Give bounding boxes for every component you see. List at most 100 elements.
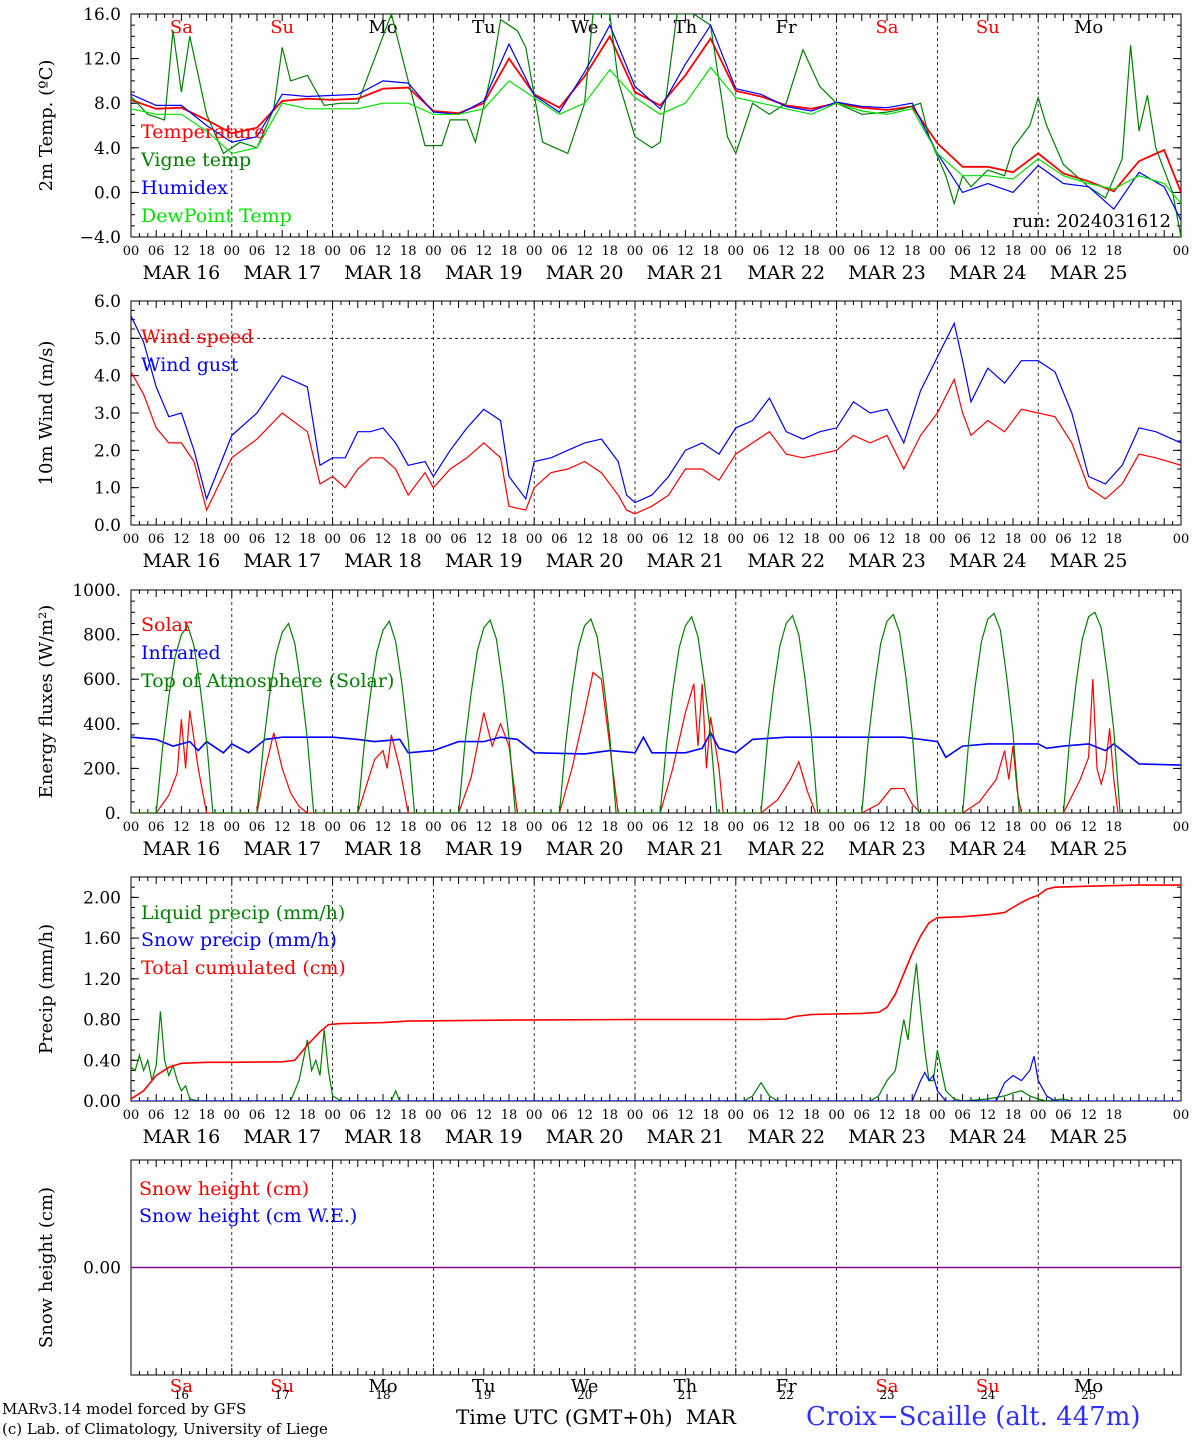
y-tick-label: 200. <box>83 759 121 779</box>
hour-tick-label: 18 <box>803 820 820 835</box>
day-number-label: 20 <box>577 1388 592 1402</box>
x-axis-title: Time UTC (GMT+0h) <box>456 1405 673 1429</box>
hour-tick-label: 12 <box>879 1108 896 1123</box>
hour-tick-label: 12 <box>1080 1108 1097 1123</box>
y-tick-label: 800. <box>83 626 121 646</box>
hour-tick-label: 12 <box>476 244 493 259</box>
day-name-label: Sa <box>875 1376 898 1397</box>
y-tick-label: 3.0 <box>94 404 121 424</box>
day-number-label: 23 <box>879 1388 894 1402</box>
station-name: Croix−Scaille (alt. 447m) <box>806 1402 1141 1432</box>
hour-tick-label: 18 <box>1106 532 1123 547</box>
hour-tick-label: 06 <box>954 244 971 259</box>
hour-tick-label: 18 <box>803 532 820 547</box>
hour-tick-label: 18 <box>299 244 316 259</box>
hour-tick-label: 06 <box>954 532 971 547</box>
legend-entry: Temperature <box>141 121 265 143</box>
y-tick-label: 600. <box>83 670 121 690</box>
hour-tick-label: 00 <box>425 1108 442 1123</box>
date-label: MAR 16 <box>143 550 221 572</box>
hour-tick-label: 00 <box>728 532 745 547</box>
date-label: MAR 25 <box>1050 262 1128 284</box>
y-axis-label: 10m Wind (m/s) <box>36 341 57 486</box>
hour-tick-label: 12 <box>677 532 694 547</box>
hour-tick-label: 00 <box>224 820 241 835</box>
series-line-wind-gust <box>131 315 1181 504</box>
hour-tick-label: 00 <box>526 532 543 547</box>
hour-tick-label: 00 <box>526 244 543 259</box>
hour-tick-label: 06 <box>1055 532 1072 547</box>
y-axis-label: 2m Temp. (ºC) <box>36 60 57 192</box>
hour-tick-label: 18 <box>1106 1108 1123 1123</box>
hour-tick-label: 18 <box>198 244 215 259</box>
hour-tick-label: 00 <box>123 532 140 547</box>
hour-tick-label: 18 <box>400 820 417 835</box>
hour-tick-label: 12 <box>274 244 291 259</box>
temperature-panel: −4.0 0.0 4.0 8.0 12.0 16.0 2m Temp. (ºC) 00 06 12… <box>36 5 1189 284</box>
hour-tick-label: 00 <box>1030 244 1047 259</box>
hour-tick-label: 18 <box>299 532 316 547</box>
hour-tick-label: 12 <box>476 820 493 835</box>
y-tick-label: 0. <box>105 804 121 824</box>
wind-panel: 0.0 1.0 2.0 3.0 4.0 5.0 6.0 10m Wind (m/s) 00 06 1… <box>36 292 1189 572</box>
hour-tick-label: 06 <box>1055 820 1072 835</box>
y-tick-label: 1.0 <box>94 479 121 499</box>
hour-tick-label: 06 <box>652 1108 669 1123</box>
series-line-liquid-precip-mm-h- <box>131 963 1072 1101</box>
hour-tick-label: 18 <box>299 1108 316 1123</box>
hour-tick-label: 12 <box>576 820 593 835</box>
hour-tick-label: 18 <box>602 820 619 835</box>
y-tick-label: 12.0 <box>83 50 121 70</box>
hour-tick-label: 12 <box>173 820 190 835</box>
date-label: MAR 21 <box>647 262 725 284</box>
hour-tick-label: 06 <box>148 1108 165 1123</box>
legend-entry: Liquid precip (mm/h) <box>141 902 345 924</box>
y-tick-label: 4.0 <box>94 367 121 387</box>
hour-tick-label: 18 <box>1106 244 1123 259</box>
hour-tick-label: 06 <box>854 820 871 835</box>
hour-tick-label: 00 <box>1173 244 1190 259</box>
hour-tick-label: 06 <box>450 820 467 835</box>
hour-tick-label: 00 <box>1030 820 1047 835</box>
y-tick-label: 0.00 <box>83 1259 121 1279</box>
y-axis-label: Energy fluxes (W/m²) <box>36 605 57 799</box>
series-line-infrared <box>131 731 1181 766</box>
hour-tick-label: 00 <box>425 820 442 835</box>
legend-entry: Wind speed <box>141 326 253 348</box>
hour-tick-label: 00 <box>324 532 341 547</box>
hour-tick-label: 12 <box>274 532 291 547</box>
hour-tick-label: 12 <box>576 532 593 547</box>
date-label: MAR 24 <box>949 262 1027 284</box>
series-line-solar <box>131 671 1119 813</box>
hour-tick-label: 00 <box>425 244 442 259</box>
legend-entry: Top of Atmosphere (Solar) <box>141 670 394 692</box>
plot-frame <box>130 13 1182 238</box>
hour-tick-label: 06 <box>450 532 467 547</box>
hour-tick-label: 18 <box>198 532 215 547</box>
day-number-label: 18 <box>375 1388 390 1402</box>
hour-tick-label: 12 <box>173 244 190 259</box>
hour-tick-label: 06 <box>450 244 467 259</box>
hour-tick-label: 06 <box>854 1108 871 1123</box>
model-credit-line1: MARv3.14 model forced by GFS <box>2 1400 247 1418</box>
hour-tick-label: 06 <box>753 532 770 547</box>
day-number-label: 25 <box>1081 1388 1096 1402</box>
hour-tick-label: 12 <box>476 532 493 547</box>
hour-tick-label: 12 <box>476 1108 493 1123</box>
day-name-label: Tu <box>472 17 496 38</box>
hour-tick-label: 06 <box>148 244 165 259</box>
hour-tick-label: 00 <box>123 1108 140 1123</box>
y-tick-label: 0.40 <box>83 1051 121 1071</box>
hour-tick-label: 18 <box>501 244 518 259</box>
day-number-label: 19 <box>476 1388 491 1402</box>
legend-entry: Snow height (cm W.E.) <box>139 1205 357 1227</box>
precipitation-panel: 0.00 0.40 0.80 1.20 1.60 2.00 Precip (mm/h) 00 0… <box>36 876 1189 1148</box>
y-tick-label: 1000. <box>72 581 121 601</box>
hour-tick-label: 00 <box>828 1108 845 1123</box>
hour-tick-label: 06 <box>1055 244 1072 259</box>
hour-tick-label: 18 <box>400 244 417 259</box>
day-name-label: Th <box>674 1376 698 1397</box>
hour-tick-label: 18 <box>602 244 619 259</box>
day-name-label: We <box>571 17 599 38</box>
hour-tick-label: 18 <box>501 1108 518 1123</box>
